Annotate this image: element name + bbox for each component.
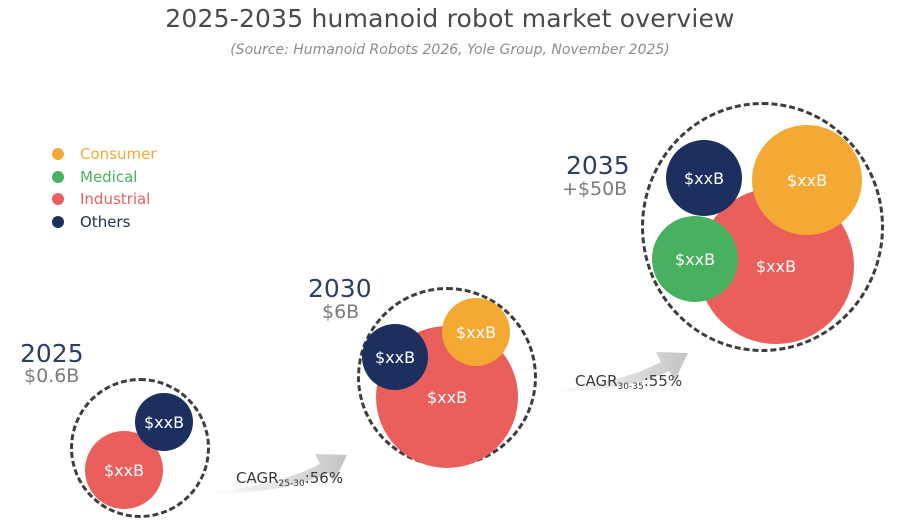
cagr-label-2030-2035: CAGR30-35:55%	[575, 372, 682, 392]
legend-label-industrial: Industrial	[80, 190, 151, 209]
growth-arrow-2	[555, 352, 688, 392]
legend-label-consumer: Consumer	[80, 145, 157, 164]
source-subtitle: (Source: Humanoid Robots 2026, Yole Grou…	[230, 42, 670, 58]
legend-item-consumer: Consumer	[52, 143, 157, 166]
cagr-rate: :56%	[304, 469, 344, 487]
market-value-2025: $0.6B	[24, 365, 80, 387]
bubble-consumer-2035: $xxB	[752, 125, 862, 235]
year-label-2035: 2035	[566, 151, 630, 180]
cagr-period: 30-35	[617, 382, 644, 392]
bubble-industrial-2025: $xxB	[85, 431, 163, 509]
growth-arrow-1	[214, 454, 347, 494]
bubble-others-2030: $xxB	[362, 324, 428, 390]
legend-item-industrial: Industrial	[52, 188, 157, 211]
legend: Consumer Medical Industrial Others	[52, 143, 157, 233]
market-value-2030: $6B	[322, 301, 360, 323]
bubble-medical-2035: $xxB	[652, 216, 738, 302]
year-label-2025: 2025	[20, 339, 84, 368]
legend-dot-medical	[52, 170, 64, 183]
bubble-others-2025: $xxB	[135, 393, 193, 451]
page-title: 2025-2035 humanoid robot market overview	[165, 4, 735, 33]
cagr-text: CAGR	[236, 469, 279, 487]
year-label-2030: 2030	[308, 274, 372, 303]
bubble-consumer-2030: $xxB	[442, 298, 510, 366]
legend-item-others: Others	[52, 211, 157, 234]
market-value-2035: +$50B	[562, 178, 628, 200]
bubble-others-2035: $xxB	[666, 140, 742, 216]
legend-dot-industrial	[52, 193, 64, 206]
legend-label-medical: Medical	[80, 167, 138, 186]
market-ring-2025	[70, 378, 210, 518]
market-ring-2035	[641, 102, 884, 352]
cagr-rate: :55%	[643, 372, 683, 390]
legend-item-medical: Medical	[52, 166, 157, 189]
legend-dot-consumer	[52, 148, 64, 161]
legend-label-others: Others	[80, 212, 131, 231]
legend-dot-others	[52, 215, 64, 228]
cagr-period: 25-30	[278, 479, 305, 489]
cagr-text: CAGR	[575, 372, 618, 390]
cagr-label-2025-2030: CAGR25-30:56%	[236, 469, 343, 489]
